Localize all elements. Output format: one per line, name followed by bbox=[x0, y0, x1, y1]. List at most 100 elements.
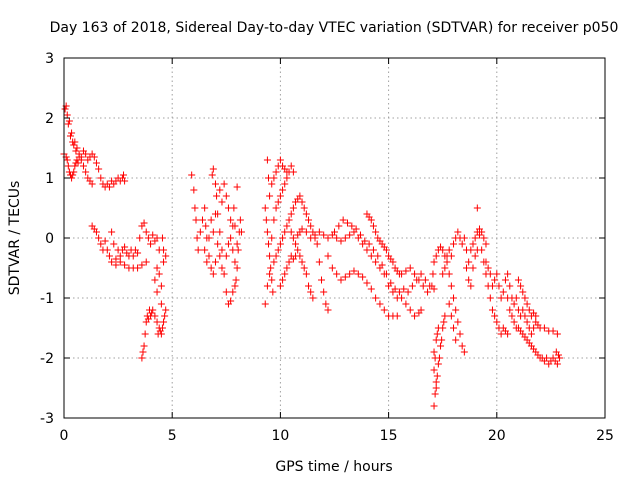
x-tick-label: 0 bbox=[60, 428, 69, 444]
data-point bbox=[346, 231, 354, 239]
data-point bbox=[213, 192, 221, 200]
data-point bbox=[201, 204, 209, 212]
data-point bbox=[294, 246, 302, 254]
data-point bbox=[65, 117, 73, 125]
data-point bbox=[517, 282, 525, 290]
data-point bbox=[486, 294, 494, 302]
data-point bbox=[391, 285, 399, 293]
data-point bbox=[452, 306, 460, 314]
data-point bbox=[521, 312, 529, 320]
data-point bbox=[365, 240, 373, 248]
data-point bbox=[415, 276, 423, 284]
data-point bbox=[305, 216, 313, 224]
data-point bbox=[202, 222, 210, 230]
data-point bbox=[64, 120, 72, 128]
data-series bbox=[60, 102, 564, 410]
data-point bbox=[333, 270, 341, 278]
data-point bbox=[276, 192, 284, 200]
data-point bbox=[82, 150, 90, 158]
data-point bbox=[331, 228, 338, 236]
data-point bbox=[263, 156, 271, 164]
data-point bbox=[441, 264, 449, 272]
data-point bbox=[272, 204, 280, 212]
data-point bbox=[311, 231, 319, 239]
data-point bbox=[63, 111, 71, 119]
x-tick-label: 25 bbox=[596, 428, 614, 444]
data-point bbox=[192, 216, 200, 224]
data-point bbox=[157, 282, 165, 290]
data-point bbox=[129, 252, 137, 260]
data-point bbox=[161, 312, 169, 320]
data-point bbox=[289, 204, 297, 212]
data-point bbox=[480, 234, 488, 242]
data-point bbox=[121, 243, 129, 251]
data-point bbox=[70, 141, 78, 149]
data-point bbox=[429, 270, 437, 278]
data-point bbox=[79, 162, 87, 170]
data-point bbox=[486, 270, 494, 278]
data-point bbox=[144, 234, 152, 242]
data-point bbox=[488, 282, 496, 290]
data-point bbox=[341, 273, 349, 281]
data-point bbox=[482, 258, 490, 266]
data-point bbox=[201, 246, 209, 254]
data-point bbox=[376, 300, 384, 308]
data-point bbox=[216, 186, 224, 194]
data-point bbox=[153, 264, 161, 272]
data-point bbox=[279, 276, 287, 284]
data-point bbox=[443, 258, 451, 266]
data-point bbox=[519, 288, 527, 296]
data-point bbox=[302, 270, 310, 278]
data-point bbox=[441, 312, 449, 320]
data-point bbox=[525, 306, 533, 314]
x-tick-label: 15 bbox=[380, 428, 398, 444]
data-point bbox=[287, 228, 295, 236]
data-point bbox=[450, 294, 458, 302]
data-point bbox=[262, 216, 270, 224]
data-point bbox=[473, 204, 481, 212]
data-point bbox=[148, 309, 156, 317]
data-point bbox=[343, 219, 351, 227]
data-point bbox=[300, 264, 308, 272]
data-point bbox=[283, 168, 291, 176]
data-point bbox=[530, 324, 538, 332]
data-point bbox=[406, 264, 414, 272]
data-point bbox=[103, 246, 111, 254]
data-point bbox=[460, 348, 468, 356]
data-point bbox=[203, 258, 211, 266]
data-point bbox=[298, 258, 306, 266]
data-point bbox=[467, 246, 475, 254]
data-point bbox=[147, 240, 155, 248]
data-point bbox=[97, 240, 105, 248]
data-point bbox=[439, 270, 447, 278]
data-point bbox=[372, 258, 380, 266]
data-point bbox=[72, 147, 80, 155]
data-point bbox=[504, 294, 512, 302]
data-point bbox=[158, 234, 166, 242]
data-point bbox=[356, 231, 364, 239]
data-point bbox=[274, 246, 282, 254]
data-point bbox=[307, 288, 315, 296]
data-point bbox=[216, 228, 224, 236]
data-point bbox=[553, 360, 561, 368]
data-point bbox=[450, 240, 458, 248]
y-tick-label: 2 bbox=[45, 111, 54, 127]
data-point bbox=[471, 234, 479, 242]
data-point bbox=[266, 270, 274, 278]
data-point bbox=[121, 261, 129, 269]
data-point bbox=[475, 231, 483, 239]
data-point bbox=[361, 237, 369, 245]
data-point bbox=[439, 246, 447, 254]
data-point bbox=[430, 258, 438, 266]
data-point bbox=[432, 336, 440, 344]
data-point bbox=[417, 270, 425, 278]
data-point bbox=[400, 285, 408, 293]
data-point bbox=[380, 306, 388, 314]
data-point bbox=[433, 372, 441, 380]
data-point bbox=[73, 144, 81, 152]
data-point bbox=[272, 252, 280, 260]
data-point bbox=[220, 180, 228, 188]
data-point bbox=[198, 216, 206, 224]
data-point bbox=[268, 276, 276, 284]
